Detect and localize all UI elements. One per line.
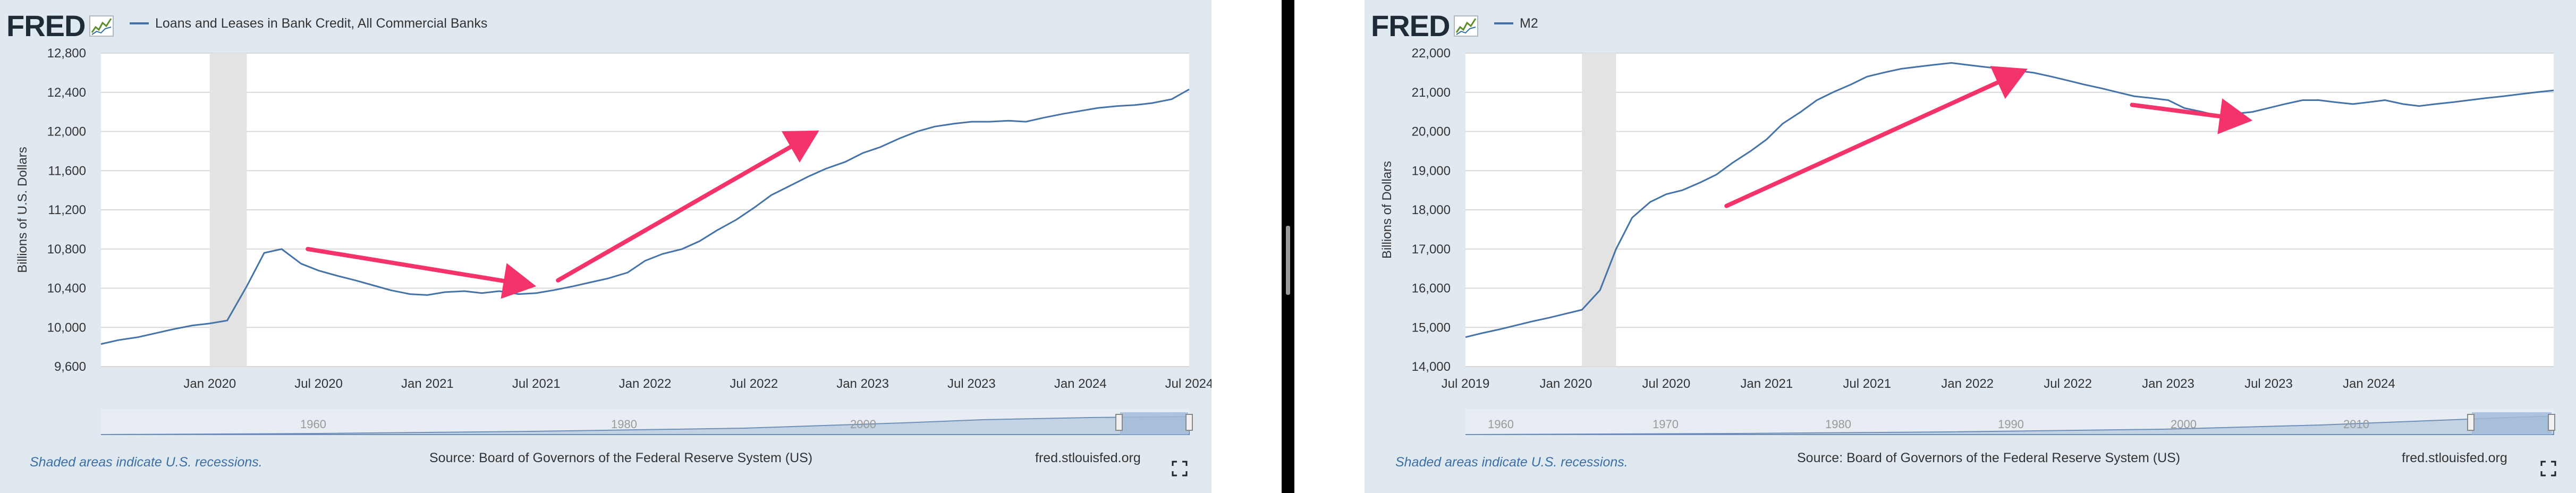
line-chart: 14,000 15,000 16,000 17,000 18,000 19,000 20,0… <box>1380 46 2555 436</box>
navigator-selection[interactable] <box>2472 412 2552 435</box>
y-tick-label: 12,000 <box>47 125 86 139</box>
y-tick-label: 22,000 <box>1412 46 1451 61</box>
range-navigator[interactable]: 1960 1980 2000 <box>100 409 1193 436</box>
chart-panel-loans: FRED Loans and Leases in Bank Credit, Al… <box>0 0 1211 493</box>
y-tick-label: 10,800 <box>47 242 86 257</box>
y-tick-label: 16,000 <box>1412 282 1451 296</box>
navigator-handle-right[interactable] <box>2548 414 2555 431</box>
recession-band <box>209 53 247 367</box>
x-tick-label: Jul 2021 <box>1843 377 1891 391</box>
fred-chart-icon <box>89 15 114 37</box>
source-text: Source: Board of Governors of the Federa… <box>1797 450 2181 465</box>
x-tick-label: Jul 2022 <box>730 377 778 391</box>
fred-chart-icon <box>1454 15 1479 37</box>
navigator-label: 1960 <box>1488 418 1514 431</box>
x-tick-label: Jan 2023 <box>2142 377 2194 391</box>
expand-icon[interactable] <box>2540 460 2557 477</box>
x-tick-label: Jul 2024 <box>1165 377 1211 391</box>
legend-label: Loans and Leases in Bank Credit, All Com… <box>155 15 488 31</box>
annotation-arrow-shaft <box>556 144 793 283</box>
x-tick-label: Jul 2020 <box>1642 377 1690 391</box>
annotation-arrow-head <box>2217 98 2253 134</box>
y-tick-label: 12,400 <box>47 86 86 100</box>
annotation-arrow-shaft <box>1724 80 2000 208</box>
y-tick-label: 10,400 <box>47 282 86 296</box>
y-tick-label: 11,200 <box>48 203 86 217</box>
chart-legend: Loans and Leases in Bank Credit, All Com… <box>130 14 487 33</box>
y-tick-label: 11,600 <box>48 164 86 178</box>
y-tick-label: 17,000 <box>1412 242 1451 257</box>
navigator-selection[interactable] <box>1120 412 1188 435</box>
site-link[interactable]: fred.stlouisfed.org <box>2402 450 2507 465</box>
legend-label: M2 <box>1520 15 1538 31</box>
navigator-label: 1960 <box>300 418 326 431</box>
x-tick-label: Jan 2022 <box>619 377 672 391</box>
annotation-arrow-shaft <box>2130 103 2222 118</box>
y-tick-label: 19,000 <box>1412 164 1451 178</box>
chart-panel-m2: FRED M2 14,000 15,000 16,000 17,000 18,000 19… <box>1365 0 2576 493</box>
y-tick-label: 18,000 <box>1412 203 1451 217</box>
annotation-arrow-head <box>1990 66 2028 99</box>
legend-swatch <box>130 22 149 24</box>
series-line <box>100 88 1190 345</box>
navigator-label: 1980 <box>611 418 637 431</box>
navigator-label: 1990 <box>1998 418 2024 431</box>
y-axis-label: Billions of U.S. Dollars <box>15 147 30 273</box>
y-tick-label: 20,000 <box>1412 125 1451 139</box>
navigator-handle-right[interactable] <box>1185 414 1193 431</box>
y-axis-label: Billions of Dollars <box>1380 161 1394 259</box>
x-tick-label: Jul 2022 <box>2044 377 2092 391</box>
navigator-label: 2000 <box>850 418 876 431</box>
fred-logo[interactable]: FRED <box>6 7 114 45</box>
y-tick-label: 10,000 <box>47 320 86 335</box>
source-text: Source: Board of Governors of the Federa… <box>429 450 813 465</box>
x-tick-label: Jan 2021 <box>1740 377 1793 391</box>
x-tick-label: Jul 2023 <box>2244 377 2293 391</box>
x-tick-label: Jan 2020 <box>1540 377 1592 391</box>
x-tick-label: Jul 2020 <box>294 377 343 391</box>
y-tick-label: 9,600 <box>54 360 86 374</box>
divider-grip[interactable] <box>1286 226 1290 295</box>
annotation-arrow-head <box>501 263 537 299</box>
chart-legend: M2 <box>1494 14 1538 33</box>
recession-band <box>1582 53 1616 367</box>
y-tick-label: 14,000 <box>1412 360 1451 374</box>
navigator-handle-left[interactable] <box>1115 414 1123 431</box>
x-tick-label: Jan 2022 <box>1941 377 1994 391</box>
navigator-label: 2010 <box>2343 418 2369 431</box>
navigator-handle-left[interactable] <box>2467 414 2475 431</box>
navigator-label: 1970 <box>1653 418 1679 431</box>
x-tick-label: Jan 2024 <box>1054 377 1107 391</box>
x-tick-label: Jan 2020 <box>183 377 236 391</box>
x-tick-label: Jan 2024 <box>2343 377 2395 391</box>
legend-swatch <box>1494 22 1513 24</box>
x-tick-label: Jul 2019 <box>1442 377 1490 391</box>
recession-note: Shaded areas indicate U.S. recessions. <box>1395 455 1628 470</box>
y-tick-label: 21,000 <box>1412 86 1451 100</box>
annotation-arrow-head <box>781 130 819 163</box>
annotation-arrow-shaft <box>306 246 506 283</box>
x-tick-label: Jul 2021 <box>512 377 561 391</box>
navigator-label: 2000 <box>2171 418 2197 431</box>
x-tick-label: Jan 2021 <box>401 377 454 391</box>
y-tick-label: 12,800 <box>47 46 86 61</box>
fred-wordmark: FRED <box>6 9 86 42</box>
site-link[interactable]: fred.stlouisfed.org <box>1035 450 1141 465</box>
expand-icon[interactable] <box>1171 460 1188 477</box>
line-chart: 9,600 10,000 10,400 10,800 11,200 11,600 12,00… <box>15 46 1211 436</box>
recession-note: Shaded areas indicate U.S. recessions. <box>30 455 262 470</box>
navigator-label: 1980 <box>1825 418 1851 431</box>
fred-logo[interactable]: FRED <box>1371 7 1479 45</box>
y-tick-label: 15,000 <box>1412 320 1451 335</box>
x-tick-label: Jul 2023 <box>947 377 996 391</box>
range-navigator[interactable]: 1960 1970 1980 1990 2000 2010 <box>1465 409 2555 436</box>
x-tick-label: Jan 2023 <box>836 377 889 391</box>
fred-wordmark: FRED <box>1371 9 1450 42</box>
